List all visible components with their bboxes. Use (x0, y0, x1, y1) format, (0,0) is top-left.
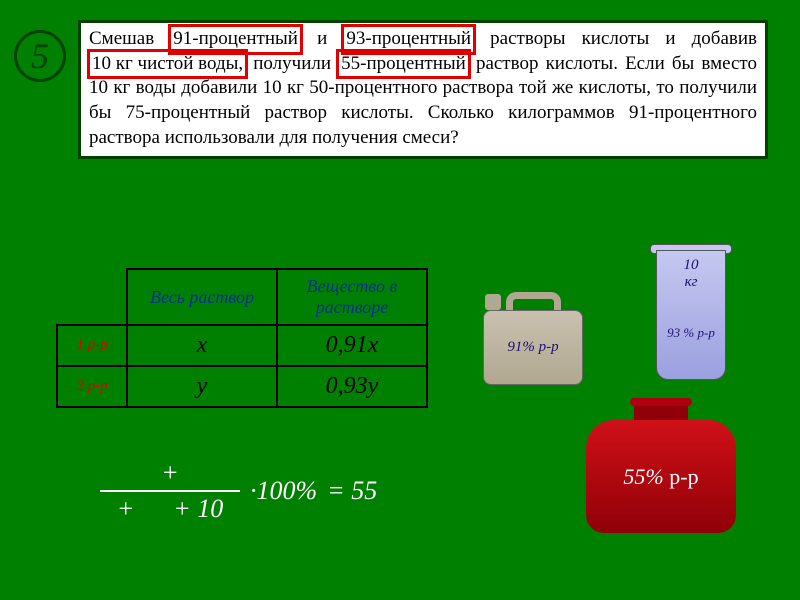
txt-p1: Смешав (89, 28, 170, 49)
data-table: Весь раствор Вещество в растворе 1 р-р x… (56, 268, 428, 408)
hl-10kg-water: 10 кг чистой воды, (90, 52, 245, 77)
r1c2: 0,91x (277, 325, 427, 366)
row2-label: 2 р-р (57, 366, 127, 407)
formula: + + + 10 ·100% = 55 (100, 456, 377, 526)
hl-55pct: 55-процентный (339, 52, 468, 77)
r2c2: 0,93y (277, 366, 427, 407)
canister1-label: 91% р-р (507, 339, 558, 356)
water-amount: 10 (684, 257, 699, 273)
r1c1: x (127, 325, 277, 366)
result-jar: 55% р-р (586, 398, 736, 533)
frac-den: + + 10 (107, 492, 234, 526)
canister-body: 91% р-р (483, 310, 583, 385)
txt-p3: растворы кислоты и добавив (474, 28, 757, 49)
col-header-1: Весь раствор (127, 269, 277, 325)
water-kg: кг (684, 274, 699, 291)
beaker-water-label: 10 кг (684, 257, 699, 291)
txt-p5: раствор кислоты. (469, 53, 618, 74)
frac-num: + (151, 456, 189, 490)
problem-number: 5 (31, 35, 49, 77)
problem-text-box: Смешав 91-процентный и 93-процентный рас… (78, 20, 768, 159)
jar-suffix: р-р (664, 464, 699, 489)
row1-label: 1 р-р (57, 325, 127, 366)
r2c1: y (127, 366, 277, 407)
den-right: + 10 (173, 494, 223, 523)
hl-91pct: 91-процентный (171, 27, 300, 52)
mult-100: ·100% (250, 476, 317, 506)
txt-p4: получили (246, 53, 338, 74)
table-corner (57, 269, 127, 325)
den-left: + (117, 494, 135, 523)
col-header-2: Вещество в растворе (277, 269, 427, 325)
hl-93pct: 93-процентный (344, 27, 473, 52)
problem-number-badge: 5 (14, 30, 66, 82)
txt-p2: и (301, 28, 343, 49)
jar-body: 55% р-р (586, 420, 736, 533)
eq-55: = 55 (327, 476, 377, 506)
beaker-93pct: 10 кг 93 % р-р (650, 240, 732, 380)
canister-cap-icon (485, 294, 501, 310)
fraction: + + + 10 (100, 456, 240, 526)
canister-91pct: 91% р-р (478, 290, 588, 385)
jar-percent: 55% (623, 464, 663, 489)
jar-label: 55% р-р (623, 464, 698, 490)
beaker-pct-label: 93 % р-р (667, 325, 715, 341)
beaker-body: 10 кг 93 % р-р (656, 250, 726, 380)
